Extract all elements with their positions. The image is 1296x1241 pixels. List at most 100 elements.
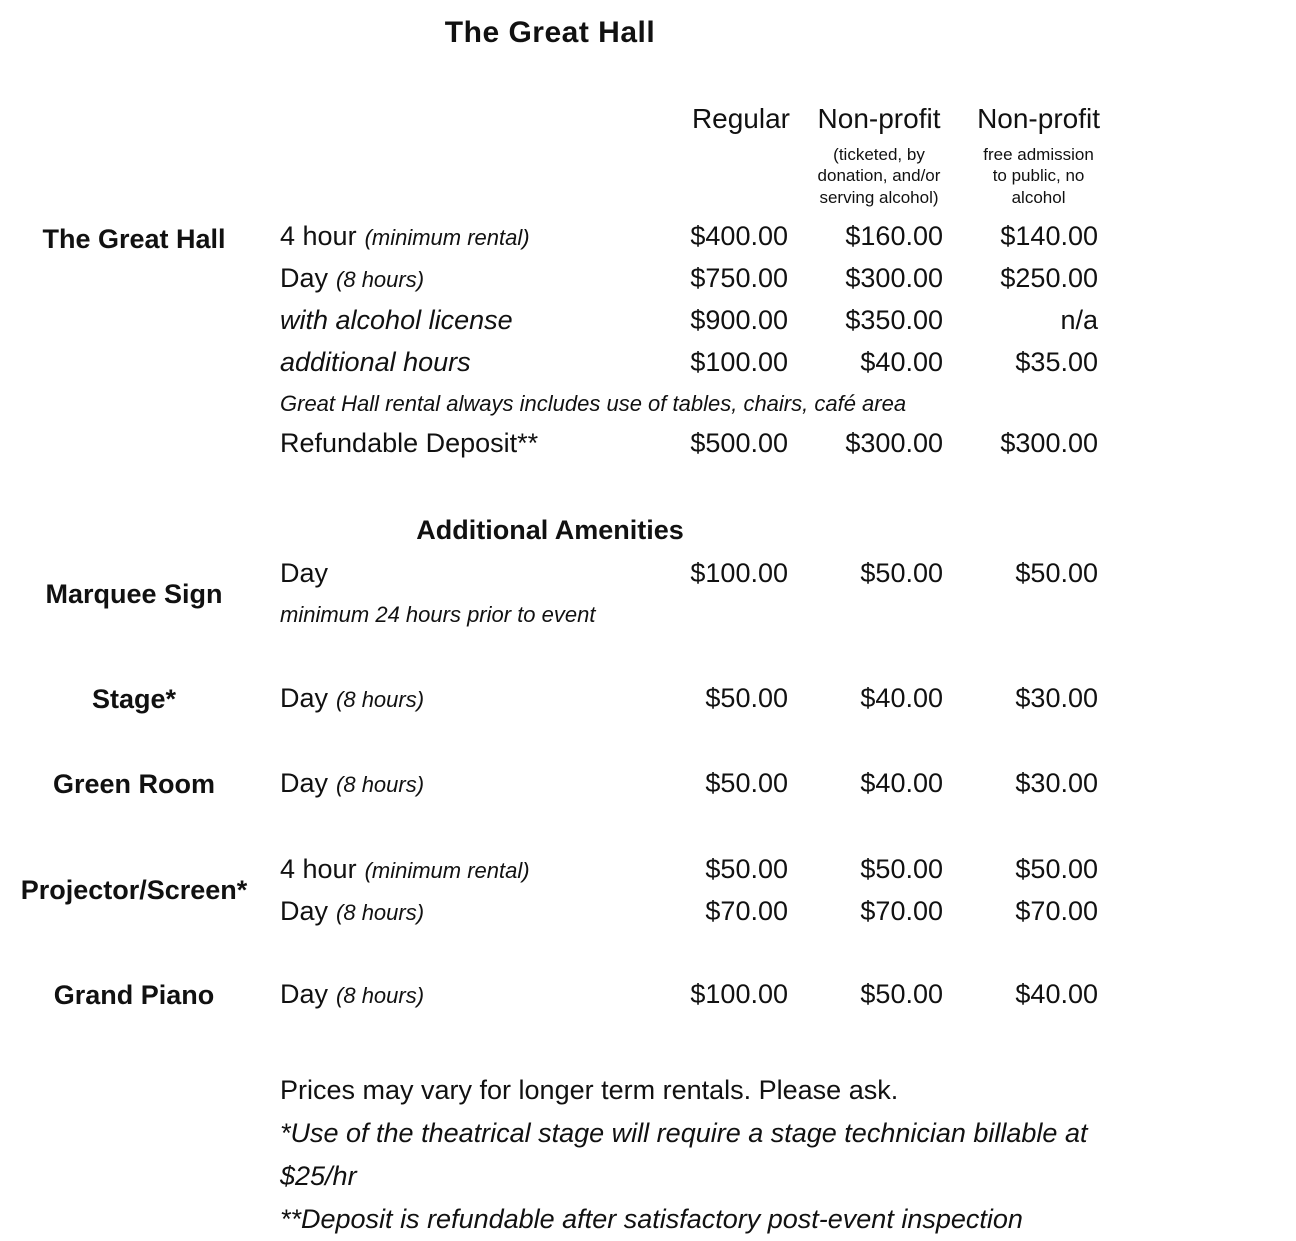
row-description: Day (8 hours)	[268, 682, 660, 713]
price-nonprofit-ticketed: $70.00	[860, 896, 943, 926]
table-row: with alcohol license $900.00 $350.00 n/a	[268, 304, 1098, 335]
page-title: The Great Hall	[444, 16, 656, 49]
row-description: Day (8 hours)	[268, 262, 660, 293]
row-description-qualifier: (minimum rental)	[364, 224, 530, 250]
row-description-main: 4 hour	[280, 854, 357, 884]
great-hall-inclusion-note: Great Hall rental always includes use of…	[280, 390, 907, 416]
group-stage: Stage* Day (8 hours) $50.00 $40.00 $30.00	[0, 682, 1100, 715]
table-row: Day $100.00 $50.00 $50.00	[268, 560, 1098, 587]
price-regular: $100.00	[690, 346, 788, 377]
table-row: Day (8 hours) $100.00 $50.00 $40.00	[268, 981, 1098, 1008]
price-nonprofit-ticketed: $40.00	[860, 768, 943, 799]
price-regular: $50.00	[705, 854, 788, 884]
category-label: Grand Piano	[53, 980, 215, 1010]
price-nonprofit-ticketed: $160.00	[845, 220, 943, 251]
row-description: Day (8 hours)	[268, 770, 660, 797]
column-sublabel: (ticketed, by donation, and/or serving a…	[817, 144, 941, 208]
price-nonprofit-ticketed: $50.00	[860, 979, 943, 1009]
row-description: additional hours	[280, 346, 471, 377]
row-description: Refundable Deposit**	[280, 428, 539, 459]
price-nonprofit-free: $250.00	[1000, 262, 1098, 293]
price-nonprofit-free: $70.00	[1015, 896, 1098, 926]
row-description-qualifier: (8 hours)	[336, 266, 425, 292]
price-nonprofit-free: $35.00	[1015, 346, 1098, 377]
category-label: Projector/Screen*	[20, 874, 248, 905]
row-description: Day (8 hours)	[268, 981, 660, 1008]
column-label: Non-profit	[977, 103, 1100, 134]
group-projector-screen: Projector/Screen* 4 hour (minimum rental)…	[0, 856, 1100, 925]
price-nonprofit-ticketed: $50.00	[860, 558, 943, 589]
row-description-qualifier: (8 hours)	[336, 686, 425, 712]
table-row: Day (8 hours) $50.00 $40.00 $30.00	[268, 770, 1098, 797]
table-row: 4 hour (minimum rental) $50.00 $50.00 $50…	[268, 856, 1098, 883]
price-regular: $50.00	[705, 768, 788, 799]
pricing-sheet: The Great Hall Regular Non-profit (ticke…	[0, 16, 1100, 1241]
table-row: Refundable Deposit** $500.00 $300.00 $30…	[268, 430, 1098, 457]
row-description-main: 4 hour	[280, 220, 357, 251]
price-nonprofit-ticketed: $50.00	[860, 854, 943, 884]
column-header-nonprofit-ticketed: Non-profit (ticketed, by donation, and/o…	[790, 102, 945, 209]
footer-notes: Prices may vary for longer term rentals.…	[0, 1069, 1100, 1241]
row-description: 4 hour (minimum rental)	[268, 220, 660, 251]
table-row: 4 hour (minimum rental) $400.00 $160.00 $…	[268, 220, 1098, 251]
row-description-main: Day	[280, 979, 329, 1009]
footer-note-pricing: Prices may vary for longer term rentals.…	[280, 1074, 899, 1105]
table-row: additional hours $100.00 $40.00 $35.00	[268, 346, 1098, 377]
row-description: Day	[280, 558, 329, 589]
price-nonprofit-free: $40.00	[1015, 979, 1098, 1009]
category-label: Stage*	[91, 683, 177, 714]
column-header-regular: Regular	[662, 102, 790, 209]
footer-note-deposit-refund: **Deposit is refundable after satisfacto…	[280, 1204, 1023, 1235]
column-label: Regular	[691, 103, 790, 134]
group-marquee-sign: Marquee Sign Day $100.00 $50.00 $50.00 m…	[0, 560, 1100, 628]
row-description-main: Day	[280, 768, 329, 799]
footer-note-stage-technician: *Use of the theatrical stage will requir…	[280, 1117, 1088, 1192]
column-header-row: Regular Non-profit (ticketed, by donatio…	[0, 102, 1100, 209]
row-description: 4 hour (minimum rental)	[268, 856, 660, 883]
row-description-qualifier: (minimum rental)	[364, 858, 530, 883]
row-description-main: Day	[280, 262, 329, 293]
column-header-nonprofit-free: Non-profit free admission to public, no …	[945, 102, 1100, 209]
table-row: Day (8 hours) $50.00 $40.00 $30.00	[268, 682, 1098, 713]
price-regular: $750.00	[690, 262, 788, 293]
table-row: Day (8 hours) $750.00 $300.00 $250.00	[268, 262, 1098, 293]
group-grand-piano: Grand Piano Day (8 hours) $100.00 $50.00 …	[0, 980, 1100, 1011]
header-spacer	[0, 102, 662, 209]
marquee-lead-time-note: minimum 24 hours prior to event	[280, 602, 596, 628]
group-green-room: Green Room Day (8 hours) $50.00 $40.00 $3…	[0, 770, 1100, 800]
row-description-main: Day	[280, 896, 329, 926]
row-description-qualifier: (8 hours)	[336, 983, 425, 1008]
category-label: The Great Hall	[42, 223, 226, 254]
price-regular: $100.00	[690, 558, 788, 589]
price-nonprofit-free: $50.00	[1015, 558, 1098, 589]
table-row: Day (8 hours) $70.00 $70.00 $70.00	[268, 898, 1098, 925]
section-heading-additional-amenities: Additional Amenities	[416, 515, 684, 546]
category-label: Marquee Sign	[45, 578, 223, 609]
price-nonprofit-free: $140.00	[1000, 220, 1098, 251]
row-description: Day (8 hours)	[268, 898, 660, 925]
price-regular: $100.00	[690, 979, 788, 1009]
price-nonprofit-free: n/a	[1060, 304, 1098, 335]
price-nonprofit-ticketed: $40.00	[860, 346, 943, 377]
price-nonprofit-free: $30.00	[1015, 768, 1098, 799]
row-description-qualifier: (8 hours)	[336, 900, 425, 925]
group-great-hall: The Great Hall 4 hour (minimum rental) $4…	[0, 220, 1100, 457]
price-regular: $400.00	[690, 220, 788, 251]
price-regular: $70.00	[705, 896, 788, 926]
price-nonprofit-ticketed: $300.00	[845, 428, 943, 459]
price-regular: $50.00	[705, 682, 788, 713]
column-label: Non-profit	[817, 103, 941, 134]
price-nonprofit-free: $300.00	[1000, 428, 1098, 459]
row-description: with alcohol license	[280, 304, 513, 335]
price-nonprofit-free: $50.00	[1015, 854, 1098, 884]
price-nonprofit-ticketed: $300.00	[845, 262, 943, 293]
price-regular: $500.00	[690, 428, 788, 459]
category-label: Green Room	[52, 769, 216, 800]
price-nonprofit-ticketed: $40.00	[860, 682, 943, 713]
row-description-main: Day	[280, 682, 329, 713]
price-nonprofit-free: $30.00	[1015, 682, 1098, 713]
price-nonprofit-ticketed: $350.00	[845, 304, 943, 335]
row-description-qualifier: (8 hours)	[336, 772, 425, 798]
price-regular: $900.00	[690, 304, 788, 335]
column-sublabel: free admission to public, no alcohol	[983, 144, 1094, 208]
